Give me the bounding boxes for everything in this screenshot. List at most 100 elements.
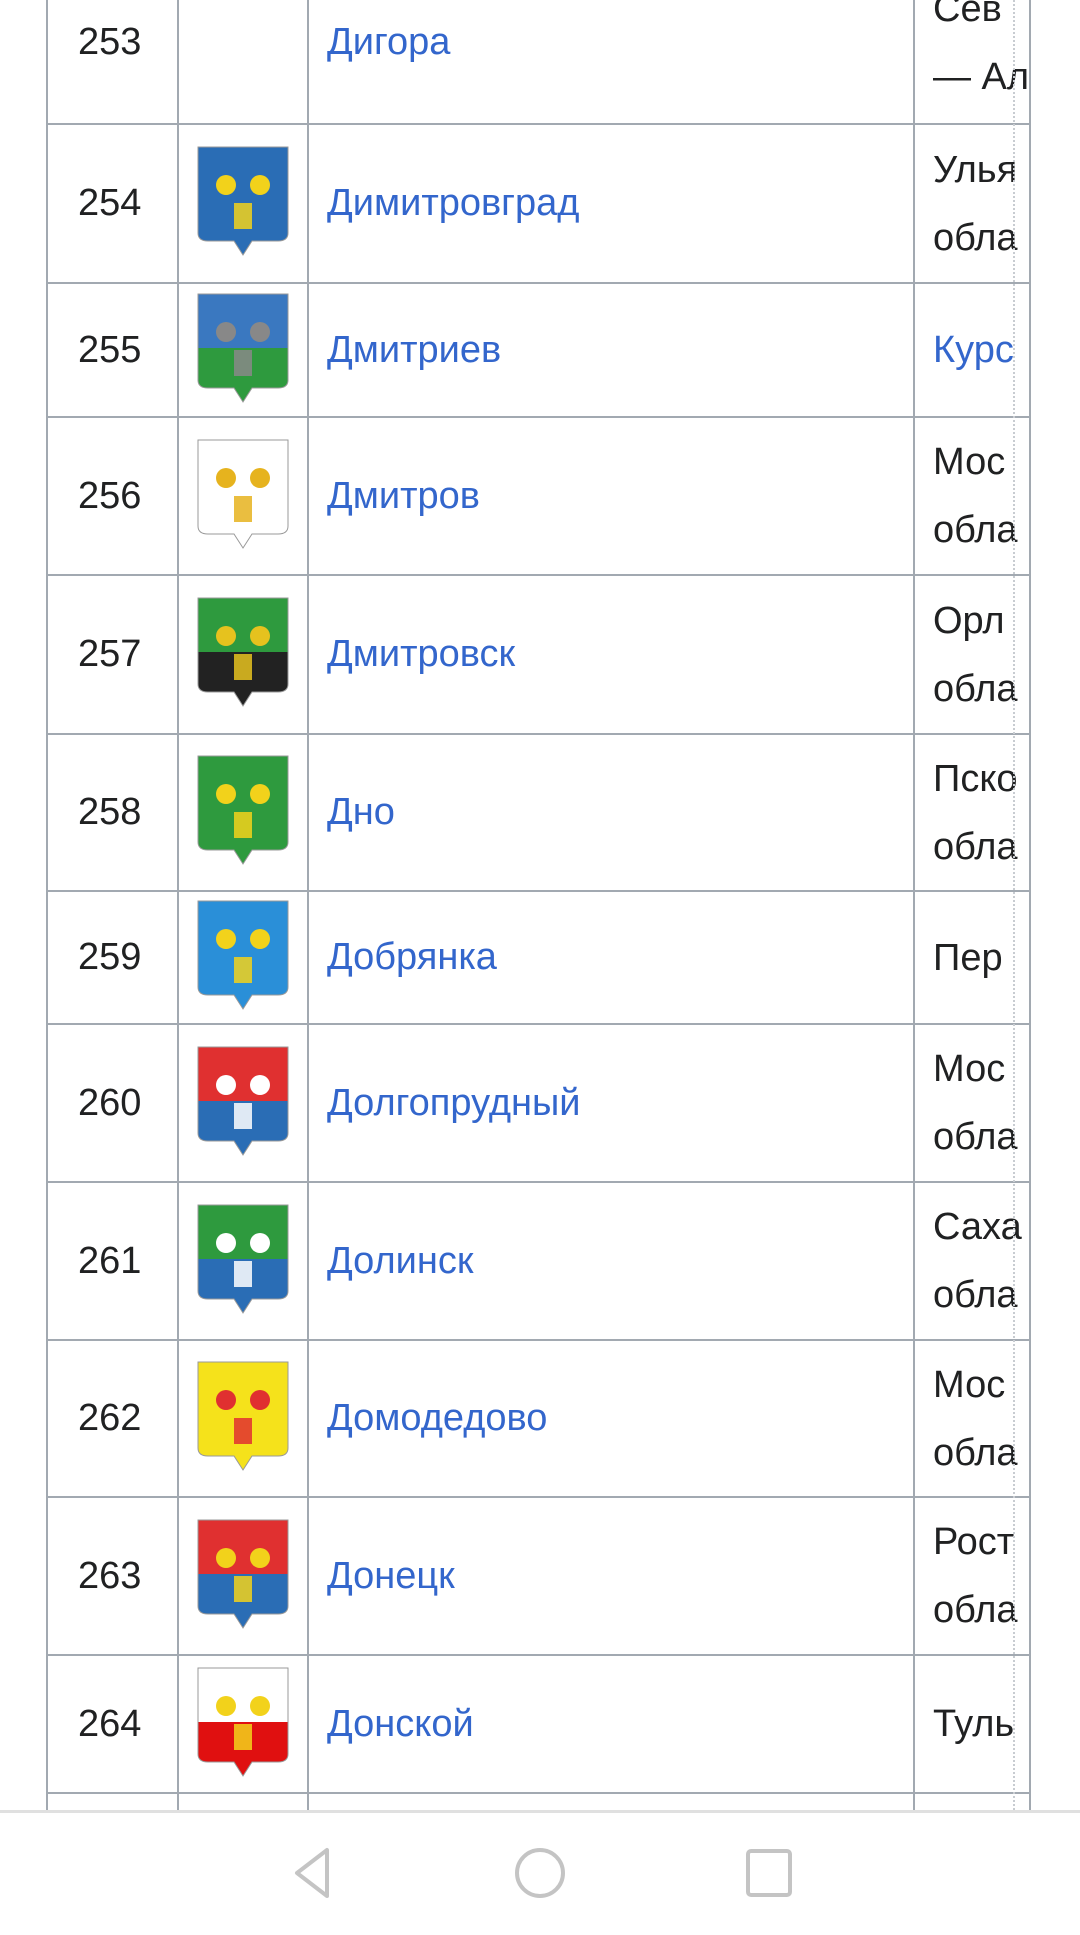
coat-of-arms-image[interactable] [196,1045,290,1157]
row-number: 256 [46,416,179,576]
coat-of-arms-cell [177,1181,309,1341]
city-link[interactable]: Добрянка [327,936,497,978]
region-link[interactable]: Курс [933,329,1014,371]
coat-of-arms-cell [177,282,309,418]
region-text: обла [933,1431,1018,1474]
coat-of-arms-cell [177,890,309,1025]
row-number: 260 [46,1023,179,1183]
region-text: обла [933,1116,1018,1158]
region-cell: Улья обла [912,123,1032,284]
city-link[interactable]: Дмитриев [327,328,502,371]
city-cell: Дно [307,733,915,892]
table-row: 258 Дно Пско обла [46,733,1032,892]
back-icon[interactable] [282,1843,342,1903]
coat-of-arms-image[interactable] [196,596,290,708]
coat-of-arms-cell [177,574,309,735]
region-text: обла [933,1589,1018,1631]
row-number: 264 [46,1654,179,1794]
coat-of-arms-image[interactable] [196,438,290,550]
table-row: 255 Дмитриев Курс [46,282,1032,418]
coat-of-arms-image[interactable] [196,1203,290,1315]
region-cell: Пер [912,890,1032,1025]
row-number: 259 [46,890,179,1025]
table-row: 263 Донецк Рост обла [46,1496,1032,1656]
coat-of-arms-cell [177,1023,309,1183]
coat-of-arms-cell [177,123,309,284]
row-number: 254 [46,123,179,284]
city-cell: Донской [307,1654,915,1794]
coat-of-arms-image[interactable] [196,292,290,404]
region-text: Мос [933,1363,1006,1406]
region-cell: Пско обла [912,733,1032,892]
region-text: обла [933,1274,1018,1316]
row-number: 253 [46,0,179,125]
city-cell: Долгопрудный [307,1023,915,1183]
coat-of-arms-cell [177,733,309,892]
region-cell: Сев — Ал [912,0,1032,125]
region-text: — Ал [933,55,1030,98]
table-row: 261 Долинск Саха обла [46,1181,1032,1341]
coat-of-arms-image[interactable] [196,754,290,866]
city-link[interactable]: Дигора [327,21,451,63]
row-number: 258 [46,733,179,892]
coat-of-arms-image[interactable] [196,1666,290,1778]
region-cell: Мос обла [912,1339,1032,1498]
region-cell: Саха обла [912,1181,1032,1341]
region-text: Туль [933,1703,1015,1745]
city-link[interactable]: Донской [327,1702,474,1745]
region-cell: Рост обла [912,1496,1032,1656]
region-text: Пер [933,936,1003,979]
city-link[interactable]: Димитровград [327,182,580,224]
region-text: Саха [933,1206,1022,1248]
region-text: Улья [933,148,1018,191]
coat-of-arms-image[interactable] [196,1518,290,1630]
city-cell: Добрянка [307,890,915,1025]
region-text: Орл [933,599,1005,642]
city-link[interactable]: Дмитровск [327,633,516,675]
region-text: Мос [933,1048,1006,1090]
region-cell: Курс [912,282,1032,418]
recents-icon[interactable] [739,1843,799,1903]
region-text: Сев [933,0,1002,30]
region-text: обла [933,667,1018,710]
city-link[interactable]: Донецк [327,1554,455,1597]
region-cell: Орл обла [912,574,1032,735]
region-text: обла [933,216,1018,259]
row-number: 255 [46,282,179,418]
home-icon[interactable] [510,1843,570,1903]
region-text: Рост [933,1521,1015,1563]
coat-of-arms-cell [177,1496,309,1656]
city-link[interactable]: Дно [327,791,395,833]
city-link[interactable]: Дмитров [327,474,480,517]
region-text: обла [933,509,1018,551]
city-link[interactable]: Домодедово [327,1397,548,1439]
region-text: Пско [933,757,1018,800]
table-row: 264 Донской Туль [46,1654,1032,1794]
city-cell: Долинск [307,1181,915,1341]
row-number: 257 [46,574,179,735]
city-link[interactable]: Долгопрудный [327,1081,581,1124]
coat-of-arms-image[interactable] [196,145,290,257]
city-cell: Домодедово [307,1339,915,1498]
city-link[interactable]: Долинск [327,1239,474,1282]
region-cell: Мос обла [912,416,1032,576]
coat-of-arms-image[interactable] [196,1360,290,1472]
cities-table: 253 Дигора Сев — Ал 254 Димитровград Улья о… [46,0,1032,1810]
coat-of-arms-image[interactable] [196,899,290,1011]
city-cell: Дигора [307,0,915,125]
table-row: 257 Дмитровск Орл обла [46,574,1032,735]
row-number: 261 [46,1181,179,1341]
table-row: 262 Домодедово Мос обла [46,1339,1032,1498]
table-overflow-edge [1013,0,1017,1810]
table-row: 256 Дмитров Мос обла [46,416,1032,576]
region-cell: Туль [912,1654,1032,1794]
region-text: Мос [933,441,1006,483]
city-cell: Дмитриев [307,282,915,418]
article-viewport[interactable]: 253 Дигора Сев — Ал 254 Димитровград Улья о… [0,0,1080,1810]
coat-of-arms-cell [177,416,309,576]
table-row: 259 Добрянка Пер [46,890,1032,1025]
coat-of-arms-cell [177,1654,309,1794]
coat-of-arms-cell [177,0,309,125]
city-cell: Дмитров [307,416,915,576]
android-navigation-bar [0,1810,1080,1935]
